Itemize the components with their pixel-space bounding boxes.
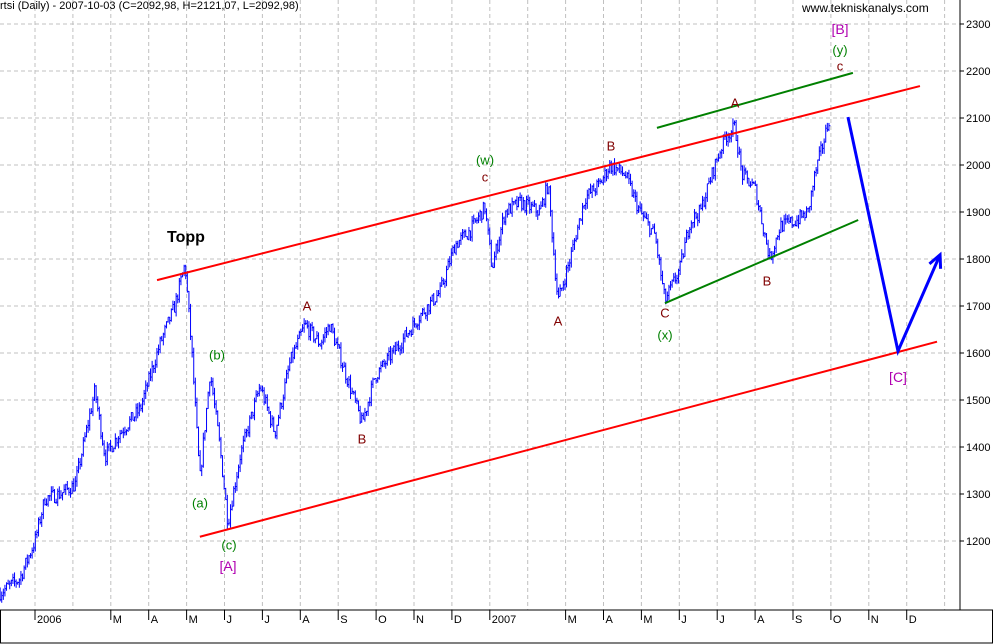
wave-label: Topp (167, 229, 205, 246)
wave-label: [C] (889, 369, 907, 385)
x-tick-label: J (227, 614, 233, 626)
chart-title: rtsi (Daily) - 2007-10-03 (C=2092,98, H=… (0, 0, 299, 12)
wave-label: (c) (221, 537, 237, 553)
x-tick-label: M (113, 614, 122, 626)
x-tick-label: A (302, 614, 310, 626)
wave-label: (b) (209, 347, 225, 363)
x-tick-label: D (909, 614, 917, 626)
x-tick-label: M (189, 614, 198, 626)
x-tick-label: M (568, 614, 577, 626)
wave-label: B (357, 431, 367, 447)
x-tick-label: N (416, 614, 424, 626)
wave-label: (w) (475, 152, 495, 168)
wave-label: A (730, 95, 740, 111)
x-tick-label: A (757, 614, 765, 626)
y-tick-label: 1500 (966, 395, 990, 407)
y-tick-label: 1300 (966, 489, 990, 501)
wave-label: B (606, 138, 616, 154)
y-tick-label: 2100 (966, 113, 990, 125)
wave-label: A (302, 298, 312, 314)
x-tick-label: S (340, 614, 347, 626)
wave-label: [A] (219, 558, 237, 574)
wave-label: c (481, 169, 489, 185)
x-tick-label: S (795, 614, 802, 626)
wave-label: (y) (832, 42, 848, 58)
x-tick-label: M (643, 614, 652, 626)
wave-label: [B] (831, 21, 849, 37)
x-tick-label: N (871, 614, 879, 626)
y-tick-label: 1700 (966, 301, 990, 313)
x-tick-label: D (454, 614, 462, 626)
watermark: www.tekniskanalys.com (802, 1, 929, 15)
x-tick-label: J (719, 614, 725, 626)
wave-label: (a) (192, 495, 208, 511)
wave-label: C (660, 305, 670, 321)
x-tick-label: 2006 (37, 614, 61, 626)
y-tick-label: 1900 (966, 207, 990, 219)
upper-channel (156, 85, 921, 282)
inner-lower (664, 219, 859, 305)
y-tick-label: 1800 (966, 254, 990, 266)
y-tick-label: 1600 (966, 348, 990, 360)
y-tick-label: 1400 (966, 442, 990, 454)
lower-channel (199, 340, 938, 538)
wave-label: c (836, 58, 844, 74)
inner-upper (656, 71, 854, 129)
arrowhead (928, 251, 943, 269)
wave-label: (x) (657, 327, 673, 343)
y-tick-label: 1200 (966, 536, 990, 548)
x-tick-label: O (378, 614, 387, 626)
x-tick-label: J (681, 614, 687, 626)
x-tick-label: A (606, 614, 614, 626)
x-tick-label: O (833, 614, 842, 626)
y-tick-label: 2000 (966, 160, 990, 172)
x-tick-label: 2007 (492, 614, 516, 626)
forecast-path (846, 116, 942, 356)
wave-label: B (762, 273, 772, 289)
y-tick-label: 2200 (966, 66, 990, 78)
x-tick-label: A (151, 614, 159, 626)
x-tick-label: J (264, 614, 270, 626)
y-tick-label: 2300 (966, 19, 990, 31)
wave-label: A (553, 313, 563, 329)
